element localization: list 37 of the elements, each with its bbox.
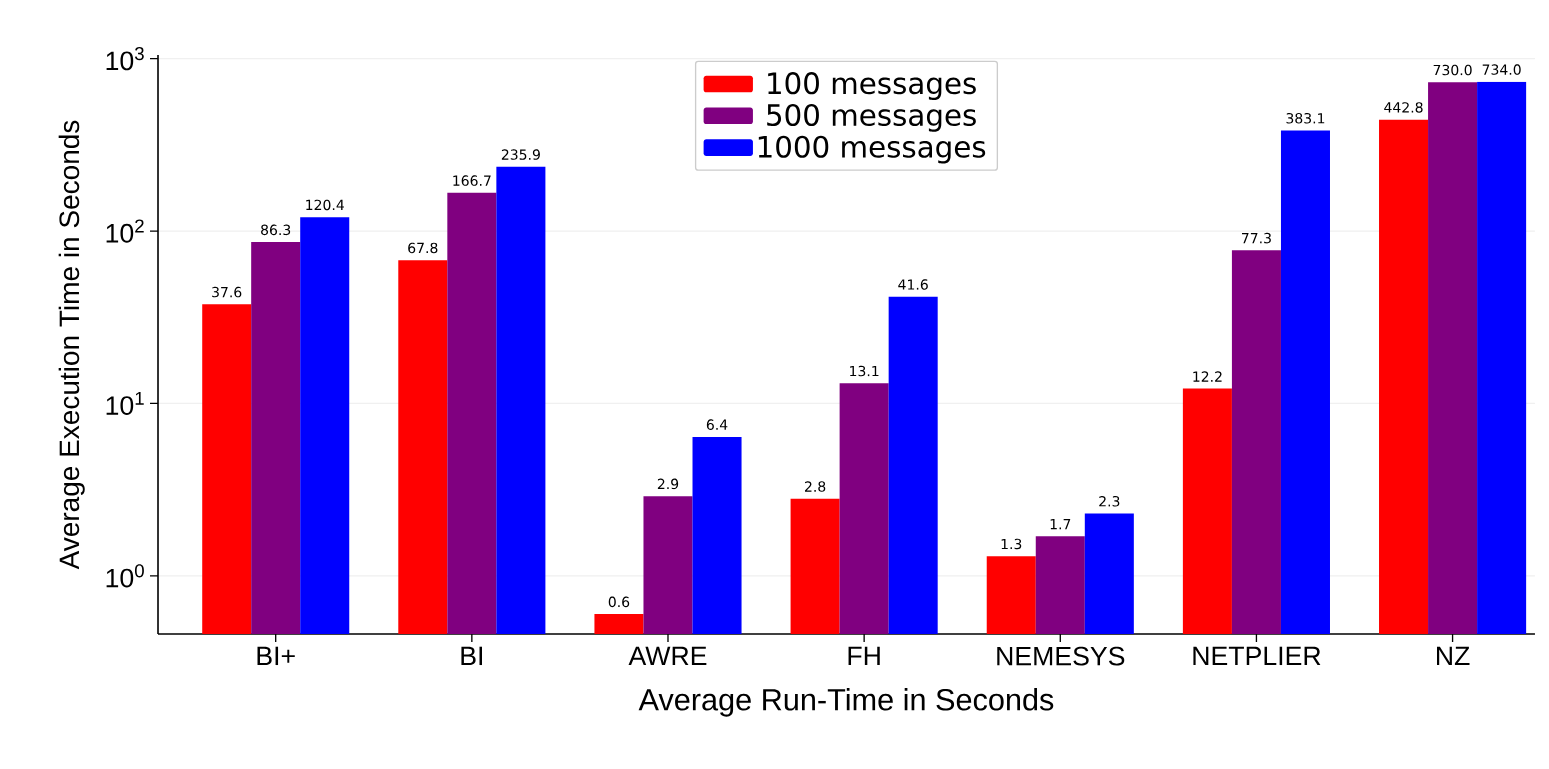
data-label: 6.4 xyxy=(706,419,728,430)
data-label: 2.9 xyxy=(657,478,679,490)
legend-label: 500 messages xyxy=(767,103,976,132)
data-label: 442.8 xyxy=(1384,102,1423,113)
data-label: 2.3 xyxy=(1099,495,1120,507)
x-tick-label: NETPLIER xyxy=(1193,646,1321,666)
legend-label: 1000 messages xyxy=(758,135,986,164)
y-tick-label: 10$^{0}$ xyxy=(106,564,144,588)
x-tick-label: NEMESYS xyxy=(997,646,1125,666)
x-tick-label: BI xyxy=(461,646,482,666)
data-label: 235.9 xyxy=(501,149,540,160)
data-label: 0.6 xyxy=(608,596,630,608)
data-label: 166.7 xyxy=(453,175,491,186)
data-label: 1.7 xyxy=(1050,519,1071,530)
x-tick-label: BI+ xyxy=(257,646,295,666)
data-label: 120.4 xyxy=(306,199,344,211)
y-tick-label: 10$^{1}$ xyxy=(106,391,144,416)
y-tick-label: 10$^{2}$ xyxy=(106,219,144,243)
data-label: 12.2 xyxy=(1193,371,1222,382)
data-label: 734.0 xyxy=(1482,64,1521,75)
x-axis-title: Average Run-Time in Seconds xyxy=(638,688,1054,717)
data-label: 37.6 xyxy=(212,286,242,298)
y-tick-label: 10$^{3}$ xyxy=(106,46,144,71)
x-tick-label: FH xyxy=(848,646,880,666)
data-label: 1.3 xyxy=(1001,538,1022,550)
legend-label: 100 messages xyxy=(768,72,976,100)
data-label: 383.1 xyxy=(1286,112,1325,124)
data-label: 13.1 xyxy=(850,365,879,377)
x-tick-label: AWRE xyxy=(628,646,707,666)
data-label: 77.3 xyxy=(1242,232,1271,244)
data-label: 41.6 xyxy=(898,279,928,290)
y-axis-title: Average Execution Time in Seconds xyxy=(58,120,85,570)
data-label: 730.0 xyxy=(1433,64,1472,76)
data-label: 2.8 xyxy=(804,481,826,492)
x-tick-label: NZ xyxy=(1437,646,1470,666)
data-label: 86.3 xyxy=(261,224,291,236)
data-label: 67.8 xyxy=(408,242,438,254)
